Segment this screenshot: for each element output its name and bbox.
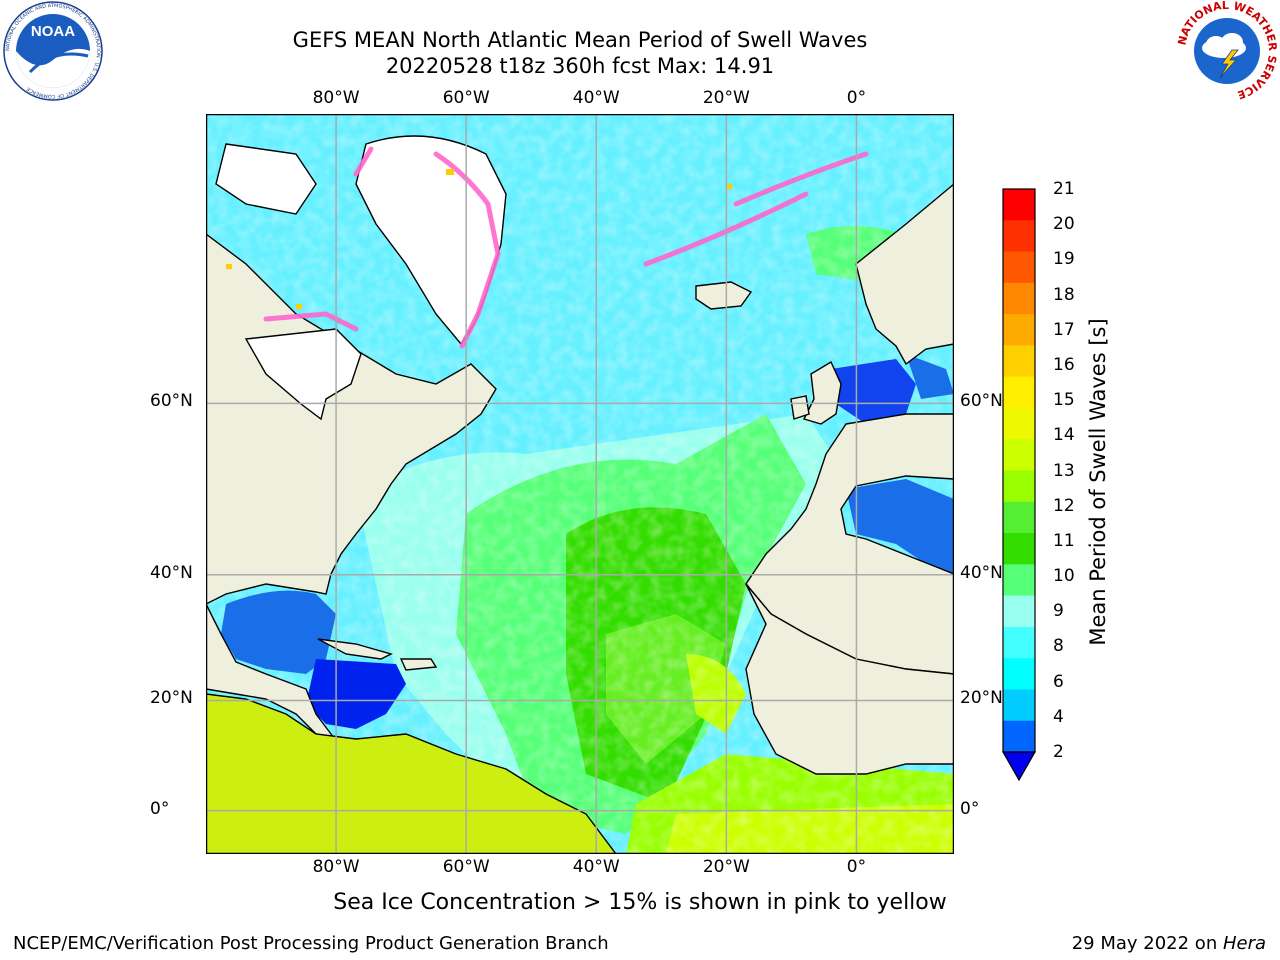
colorbar-tick-label: 17 bbox=[1053, 319, 1075, 340]
colorbar-tick-label: 6 bbox=[1053, 671, 1064, 692]
colorbar-swatch bbox=[1003, 564, 1035, 597]
sea-ice-yellow-1 bbox=[446, 169, 454, 175]
ireland-land bbox=[790, 395, 810, 420]
lat-label: 20°N bbox=[150, 688, 193, 709]
sea-ice-yellow-3 bbox=[296, 304, 302, 309]
north-america-land bbox=[206, 233, 497, 605]
colorbar-swatch bbox=[1003, 595, 1035, 628]
graticule bbox=[206, 114, 954, 854]
colorbar-tick-label: 9 bbox=[1053, 601, 1064, 622]
colorbar-tick-label: 4 bbox=[1053, 706, 1064, 727]
footer-date: 29 May 2022 on Hera bbox=[1072, 933, 1266, 954]
colorbar-swatch bbox=[1003, 376, 1035, 409]
noaa-logo: NOAA NATIONAL OCEANIC AND ATMOSPHERIC AD… bbox=[3, 1, 103, 101]
hispaniola-land bbox=[399, 658, 438, 671]
lat-label: 60°N bbox=[960, 391, 1003, 412]
colorbar-tick-label: 10 bbox=[1053, 566, 1075, 587]
colorbar-tick-label: 21 bbox=[1053, 179, 1075, 199]
baltic-sea bbox=[906, 354, 954, 399]
north-sea bbox=[831, 359, 916, 424]
map-title: GEFS MEAN North Atlantic Mean Period of … bbox=[292, 28, 868, 52]
colorbar-swatch bbox=[1003, 314, 1035, 346]
colorbar-swatch bbox=[1003, 533, 1035, 565]
colorbar-tick-label: 12 bbox=[1053, 495, 1075, 516]
colorbar-tick-label: 16 bbox=[1053, 354, 1075, 375]
gulf-of-mexico bbox=[221, 590, 336, 674]
land bbox=[206, 135, 954, 854]
colorbar-frame bbox=[1002, 188, 1036, 753]
lon-label: 20°W bbox=[702, 88, 750, 108]
scandinavia-land bbox=[855, 183, 954, 366]
iceland-land bbox=[695, 281, 753, 310]
lon-label: 40°W bbox=[572, 88, 620, 108]
sea-ice-note: Sea Ice Concentration > 15% is shown in … bbox=[0, 890, 1280, 915]
mediterranean-sea bbox=[846, 479, 954, 574]
lon-label: 60°W bbox=[442, 88, 490, 108]
sea-ice-greenland-north bbox=[353, 146, 374, 177]
colorbar-tick-label: 11 bbox=[1053, 530, 1075, 551]
colorbar-swatch bbox=[1003, 282, 1035, 315]
map-frame bbox=[206, 114, 954, 854]
colorbar-tick-label: 19 bbox=[1053, 249, 1075, 270]
colorbar-swatch bbox=[1003, 626, 1035, 659]
colorbar-swatch bbox=[1003, 439, 1035, 471]
colorbar-tick-label: 13 bbox=[1053, 460, 1075, 481]
lat-label: 0° bbox=[960, 798, 980, 819]
west-africa-land bbox=[745, 583, 954, 775]
colorbar-swatch bbox=[1003, 470, 1035, 503]
map-subtitle: 20220528 t18z 360h fcst Max: 14.91 bbox=[385, 54, 775, 78]
lon-label: 80°W bbox=[312, 857, 360, 877]
sea-ice-greenland-east bbox=[433, 151, 501, 349]
sea-ice-yellow-4 bbox=[726, 184, 732, 189]
colorbar-swatch bbox=[1003, 251, 1035, 284]
colorbar-swatch bbox=[1003, 689, 1035, 722]
colorbar-swatch bbox=[1003, 501, 1035, 534]
lon-label: 0° bbox=[846, 88, 867, 108]
caribbean-sea bbox=[306, 659, 406, 729]
lon-label: 0° bbox=[846, 857, 867, 877]
colorbar-tick-label: 2 bbox=[1053, 742, 1064, 762]
sea-ice-arctic bbox=[733, 151, 869, 207]
colorbar-swatch bbox=[1003, 345, 1035, 378]
lat-label: 20°N bbox=[960, 688, 1003, 709]
lat-label: 60°N bbox=[150, 391, 193, 412]
lon-label: 80°W bbox=[312, 88, 360, 108]
footer-credit: NCEP/EMC/Verification Post Processing Pr… bbox=[13, 933, 609, 954]
colorbar-label: Mean Period of Swell Waves [s] bbox=[1086, 318, 1110, 646]
nws-logo: NATIONAL WEATHER SERVICE bbox=[1176, 0, 1278, 102]
colorbar-tick-label: 20 bbox=[1053, 214, 1075, 235]
colorbar-tick-label: 18 bbox=[1053, 284, 1075, 305]
colorbar bbox=[1001, 188, 1037, 782]
footer-host: Hera bbox=[1222, 933, 1266, 954]
map-panel bbox=[206, 114, 954, 854]
lat-label: 0° bbox=[150, 798, 170, 819]
baffin-island bbox=[215, 143, 317, 215]
footer-date-text: 29 May 2022 on bbox=[1071, 933, 1223, 954]
sea-ice-note-text: Sea Ice Concentration > 15% is shown in … bbox=[333, 890, 947, 915]
lat-label: 40°N bbox=[150, 562, 193, 583]
hudson-bay-ice bbox=[244, 328, 362, 421]
lon-label: 40°W bbox=[572, 857, 620, 877]
sea-ice-yellow bbox=[226, 169, 732, 309]
great-britain-land bbox=[802, 360, 842, 425]
sea-ice-yellow-2 bbox=[226, 264, 232, 269]
south-america-land bbox=[206, 693, 617, 854]
colorbar-swatch bbox=[1003, 407, 1035, 440]
colorbar-boxes bbox=[1003, 189, 1035, 753]
colorbar-extend-triangle bbox=[1001, 751, 1037, 782]
colorbar-swatch bbox=[1003, 189, 1035, 221]
colorbar-swatch bbox=[1003, 220, 1035, 253]
lat-label: 40°N bbox=[960, 562, 1003, 583]
colorbar-tick-label: 15 bbox=[1053, 390, 1075, 411]
colorbar-tick-label: 14 bbox=[1053, 425, 1075, 446]
sea-ice-hudson bbox=[263, 311, 359, 332]
lon-label: 60°W bbox=[442, 857, 490, 877]
noaa-logo-text: NOAA bbox=[31, 23, 75, 40]
colorbar-tick-label: 8 bbox=[1053, 636, 1064, 657]
greenland-ice bbox=[355, 135, 507, 346]
colorbar-swatch bbox=[1003, 658, 1035, 690]
colorbar-swatch bbox=[1003, 720, 1035, 753]
lon-label: 20°W bbox=[702, 857, 750, 877]
